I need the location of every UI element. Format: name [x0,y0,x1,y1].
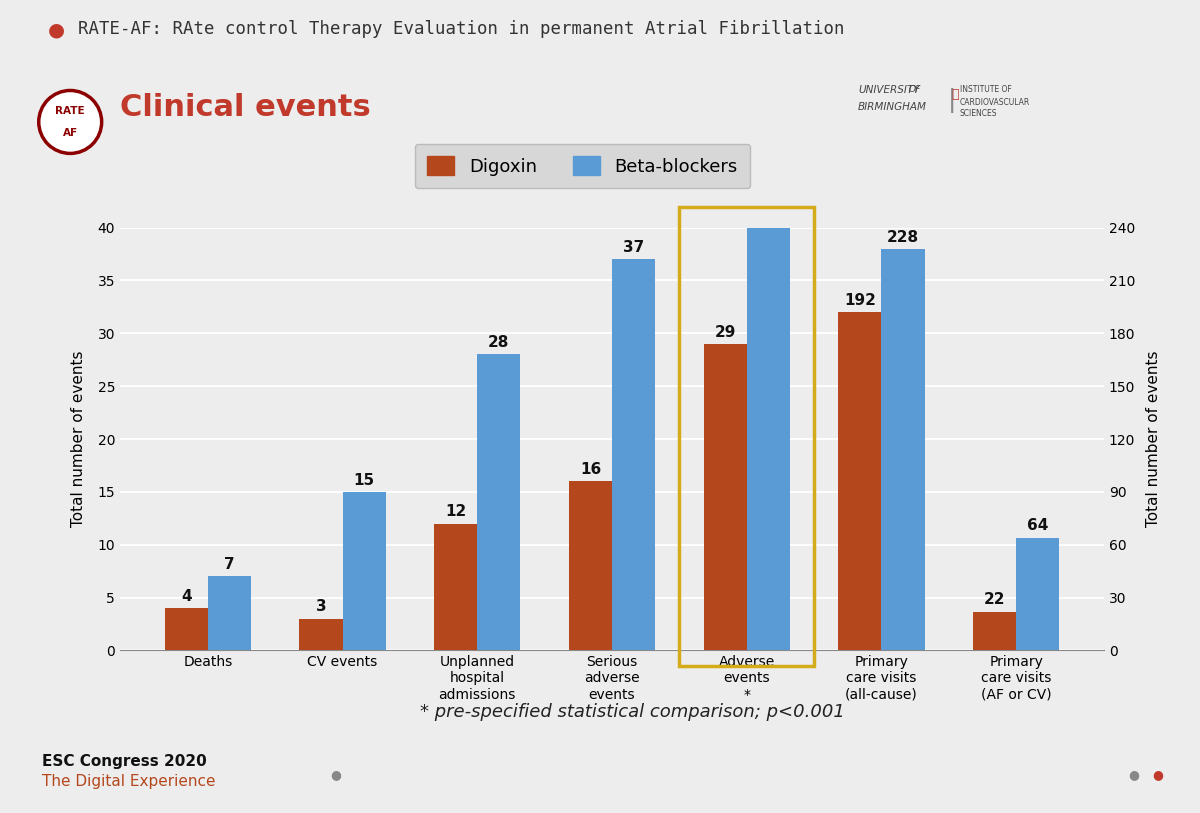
Bar [973,611,1016,650]
Bar [208,576,251,650]
Text: RATE-AF: RAte control Therapy Evaluation in permanent Atrial Fibrillation: RATE-AF: RAte control Therapy Evaluation… [78,20,845,38]
Text: OF: OF [908,85,920,94]
Text: ●: ● [48,20,65,39]
Text: 228: 228 [887,229,919,245]
Text: 22: 22 [984,593,1006,607]
Text: ●: ● [1152,768,1163,781]
Text: CARDIOVASCULAR: CARDIOVASCULAR [960,98,1031,107]
Text: 28: 28 [488,335,510,350]
Bar [612,259,655,650]
Bar [679,207,814,667]
Text: 4: 4 [181,589,192,604]
Text: 15: 15 [354,472,374,488]
Text: 29: 29 [714,324,736,340]
Bar [746,0,790,650]
Text: 37: 37 [623,240,644,255]
Bar [839,312,882,650]
Text: SCIENCES: SCIENCES [960,109,997,118]
Text: 192: 192 [844,293,876,308]
Text: ●: ● [330,768,341,781]
Text: 12: 12 [445,504,467,520]
Text: |: | [948,88,956,113]
Y-axis label: Total number of events: Total number of events [1146,350,1162,528]
Text: INSTITUTE OF: INSTITUTE OF [960,85,1012,94]
Bar [164,608,208,650]
Bar [1016,537,1060,650]
Text: UNIVERSITY: UNIVERSITY [858,85,919,95]
Bar [478,354,521,650]
Text: The Digital Experience: The Digital Experience [42,774,216,789]
Bar [569,481,612,650]
Text: RATE: RATE [55,106,85,116]
Text: AF: AF [62,128,78,138]
Legend: Digoxin, Beta-blockers: Digoxin, Beta-blockers [415,144,750,189]
Bar [703,344,746,650]
Y-axis label: Total number of events: Total number of events [72,350,86,528]
Text: 64: 64 [1027,519,1049,533]
Text: 16: 16 [580,462,601,477]
Text: 3: 3 [316,599,326,615]
Text: ●: ● [1128,768,1139,781]
Bar [342,492,385,650]
Bar [882,249,924,650]
Circle shape [38,90,102,154]
Text: Clinical events: Clinical events [120,93,371,123]
Text: BIRMINGHAM: BIRMINGHAM [858,102,928,111]
Text: 🫀: 🫀 [952,88,959,101]
Bar [300,619,342,650]
Text: * pre-specified statistical comparison; p<0.001: * pre-specified statistical comparison; … [420,703,845,721]
Text: 7: 7 [224,557,235,572]
Bar [434,524,478,650]
Text: ESC Congress 2020: ESC Congress 2020 [42,754,206,769]
